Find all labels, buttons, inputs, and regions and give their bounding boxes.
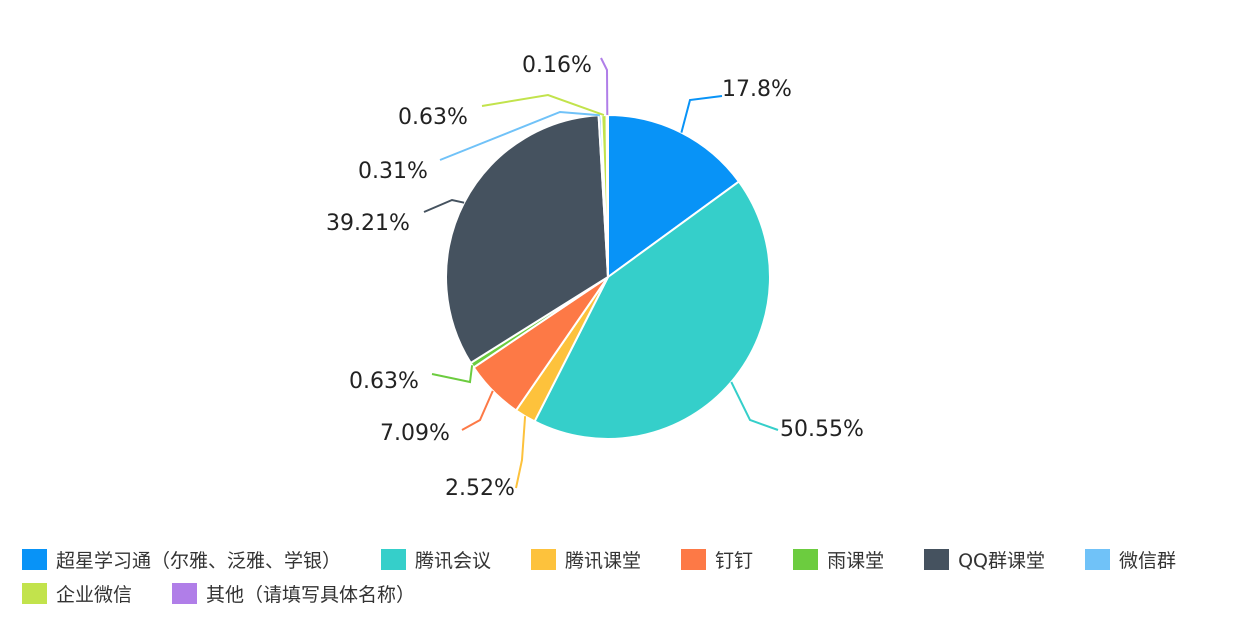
legend-item[interactable]: 企业微信 xyxy=(22,580,132,607)
data-label: 0.16% xyxy=(522,53,592,78)
leader-line xyxy=(515,416,527,489)
leader-line xyxy=(431,365,474,384)
legend-item[interactable]: 超星学习通（尔雅、泛雅、学银） xyxy=(22,546,341,573)
legend-label: 钉钉 xyxy=(715,549,754,572)
leader-line xyxy=(481,93,605,117)
leader-lines xyxy=(423,57,779,489)
data-label: 39.21% xyxy=(326,211,410,236)
legend-swatch xyxy=(531,548,557,570)
data-labels: 17.8% 50.55% 2.52% 7.09% 0.63% 39.21% 0.31% 0.6… xyxy=(326,53,864,501)
legend-row: 企业微信 其他（请填写具体名称） xyxy=(22,576,1232,610)
pie-slice[interactable] xyxy=(607,113,741,279)
data-label: 0.63% xyxy=(349,369,419,394)
data-label: 7.09% xyxy=(380,421,450,446)
legend-label: 雨课堂 xyxy=(827,549,885,572)
data-label: 0.63% xyxy=(398,105,468,130)
legend-item[interactable]: 其他（请填写具体名称） xyxy=(172,580,415,607)
legend-swatch xyxy=(172,582,198,604)
legend-label: 其他（请填写具体名称） xyxy=(206,583,416,606)
legend: 超星学习通（尔雅、泛雅、学银） 腾讯会议 腾讯课堂 钉钉 雨课堂 QQ群课堂 微… xyxy=(22,542,1232,610)
data-label: 2.52% xyxy=(445,476,515,501)
legend-label: 微信群 xyxy=(1119,549,1177,572)
data-label: 0.31% xyxy=(358,159,428,184)
data-label: 17.8% xyxy=(722,77,792,102)
legend-item[interactable]: 钉钉 xyxy=(681,546,753,573)
pie-slice[interactable] xyxy=(605,113,609,278)
legend-swatch xyxy=(681,548,707,570)
pie-slice[interactable] xyxy=(533,180,771,440)
legend-item[interactable]: 雨课堂 xyxy=(793,546,884,573)
legend-item[interactable]: 腾讯课堂 xyxy=(531,546,641,573)
legend-swatch xyxy=(22,582,47,604)
legend-label: 腾讯课堂 xyxy=(565,549,642,572)
legend-label: 腾讯会议 xyxy=(415,549,492,572)
legend-swatch xyxy=(1085,548,1110,570)
leader-line xyxy=(461,390,494,431)
legend-label: QQ群课堂 xyxy=(958,549,1045,572)
legend-row: 超星学习通（尔雅、泛雅、学银） 腾讯会议 腾讯课堂 钉钉 雨课堂 QQ群课堂 微… xyxy=(22,542,1232,576)
legend-item[interactable]: 微信群 xyxy=(1085,546,1176,573)
leader-line xyxy=(600,57,609,116)
legend-item[interactable]: 腾讯会议 xyxy=(381,546,491,573)
pie-chart: 17.8% 50.55% 2.52% 7.09% 0.63% 39.21% 0.31% 0.6… xyxy=(326,53,864,501)
leader-line xyxy=(439,110,600,161)
leader-line xyxy=(730,381,779,431)
legend-item[interactable]: QQ群课堂 xyxy=(924,546,1045,573)
legend-swatch xyxy=(22,548,47,570)
legend-swatch xyxy=(793,548,819,570)
legend-swatch xyxy=(924,548,950,570)
pie-slices xyxy=(445,113,771,440)
legend-label: 超星学习通（尔雅、泛雅、学银） xyxy=(56,549,342,572)
leader-line xyxy=(423,198,465,213)
leader-line xyxy=(680,95,723,133)
legend-swatch xyxy=(381,548,407,570)
data-label: 50.55% xyxy=(780,417,864,442)
legend-label: 企业微信 xyxy=(56,583,133,606)
